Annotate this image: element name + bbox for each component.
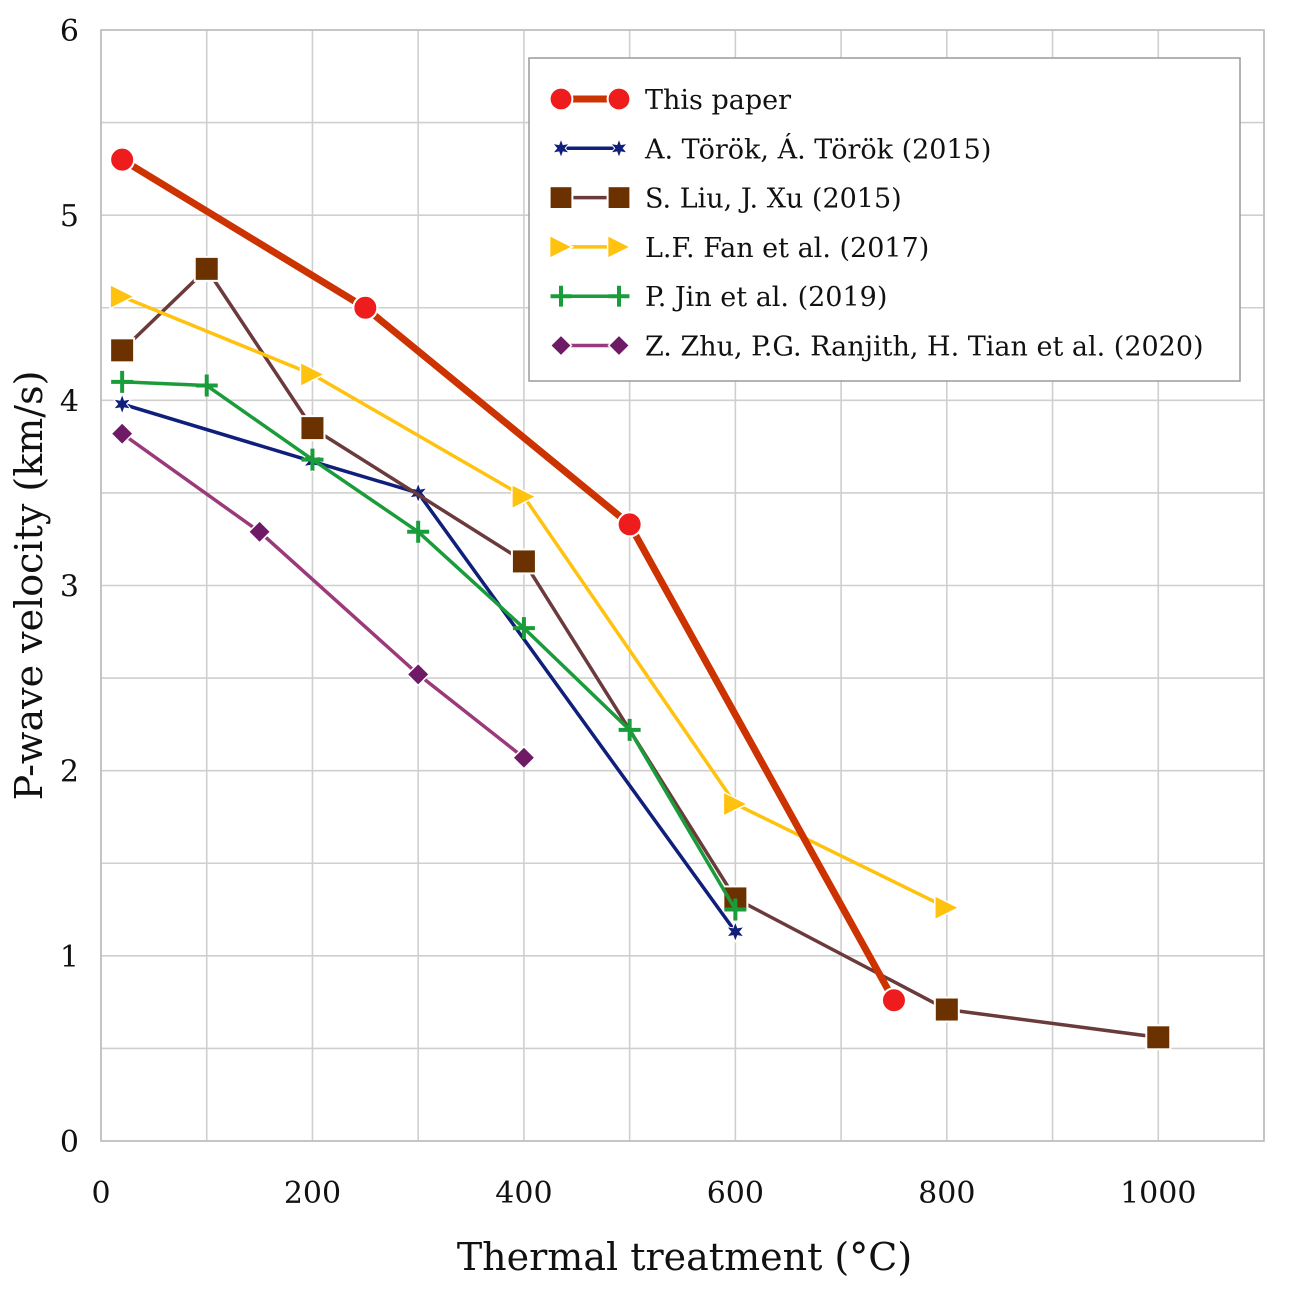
y-tick-label: 1 <box>60 940 79 975</box>
triangle-right-marker <box>511 483 538 510</box>
x-tick-label: 1000 <box>1120 1176 1196 1211</box>
x-axis-title: Thermal treatment (°C) <box>457 1235 912 1279</box>
star-marker <box>551 137 571 160</box>
plus-marker <box>512 617 535 640</box>
tick-labels: 0 200 400 600 800 1000 0 1 2 3 4 5 6 <box>60 14 1197 1211</box>
legend-label: This paper <box>645 85 791 116</box>
legend-entry: A. Török, Á. Török (2015) <box>551 132 991 165</box>
y-tick-label: 2 <box>60 755 79 790</box>
x-tick-label: 400 <box>495 1176 552 1211</box>
diamond-marker <box>110 421 135 446</box>
series-line <box>120 402 738 934</box>
x-tick-label: 0 <box>91 1176 110 1211</box>
star-marker <box>725 920 746 944</box>
y-tick-label: 0 <box>60 1125 79 1160</box>
series-line <box>120 431 526 760</box>
legend-box <box>528 57 1241 382</box>
legend-label: L.F. Fan et al. (2017) <box>645 233 929 264</box>
square-marker <box>193 255 220 282</box>
square-marker <box>933 996 960 1023</box>
triangle-right-marker <box>606 234 633 260</box>
triangle-right-marker <box>722 790 750 818</box>
triangle-right-marker <box>109 283 136 310</box>
circle-marker <box>606 86 632 112</box>
legend-label: P. Jin et al. (2019) <box>645 282 887 313</box>
plus-marker <box>195 374 218 397</box>
plot-frame <box>100 29 1265 1142</box>
square-marker <box>510 548 537 575</box>
plus-marker <box>618 718 641 741</box>
circle-marker <box>352 294 379 321</box>
diamond-marker <box>607 333 631 358</box>
legend-entry: L.F. Fan et al. (2017) <box>548 233 929 264</box>
y-axis-title: P-wave velocity (km/s) <box>7 371 51 801</box>
legend-entry: S. Liu, J. Xu (2015) <box>548 184 902 215</box>
square-marker <box>299 415 326 442</box>
y-tick-label: 4 <box>60 384 79 419</box>
square-marker <box>109 337 136 364</box>
series-line <box>118 156 898 1004</box>
star-marker <box>609 137 629 160</box>
triangle-right-marker <box>934 894 961 921</box>
series-5 <box>110 421 536 770</box>
plus-marker <box>724 898 747 921</box>
circle-marker <box>616 511 643 538</box>
star-marker <box>112 392 133 416</box>
series <box>109 146 1172 1051</box>
diamond-marker <box>549 333 573 358</box>
circle-marker <box>548 86 574 112</box>
legend-entry: Z. Zhu, P.G. Ranjith, H. Tian et al. (20… <box>549 332 1204 363</box>
square-marker <box>1145 1024 1172 1051</box>
series-0 <box>109 146 907 1014</box>
diamond-marker <box>406 662 431 687</box>
series-4 <box>111 370 747 921</box>
legend-entry: This paper <box>548 85 791 116</box>
triangle-right-marker <box>548 234 575 260</box>
legend-label: A. Török, Á. Török (2015) <box>644 132 991 165</box>
y-tick-label: 6 <box>60 14 79 49</box>
y-tick-label: 5 <box>60 199 79 234</box>
triangle-right-marker <box>299 361 327 388</box>
legend-entry: P. Jin et al. (2019) <box>550 282 887 313</box>
plus-marker <box>111 370 134 393</box>
diamond-marker <box>247 519 272 544</box>
diamond-marker <box>511 745 536 770</box>
square-marker <box>606 185 632 210</box>
legend-label: Z. Zhu, P.G. Ranjith, H. Tian et al. (20… <box>645 332 1204 363</box>
series-2 <box>109 255 1172 1051</box>
plus-marker <box>301 448 324 471</box>
y-tick-label: 3 <box>60 570 79 605</box>
circle-marker <box>880 987 907 1014</box>
x-tick-label: 600 <box>707 1176 764 1211</box>
plus-marker <box>608 285 630 307</box>
legend-label: S. Liu, J. Xu (2015) <box>645 184 902 215</box>
legend: This paper A. Török, Á. Török (2015) S. Li… <box>528 57 1241 382</box>
plus-marker <box>550 285 572 307</box>
plus-marker <box>407 520 430 543</box>
x-tick-label: 800 <box>918 1176 975 1211</box>
x-tick-label: 200 <box>284 1176 341 1211</box>
square-marker <box>548 185 574 210</box>
circle-marker <box>109 146 136 173</box>
